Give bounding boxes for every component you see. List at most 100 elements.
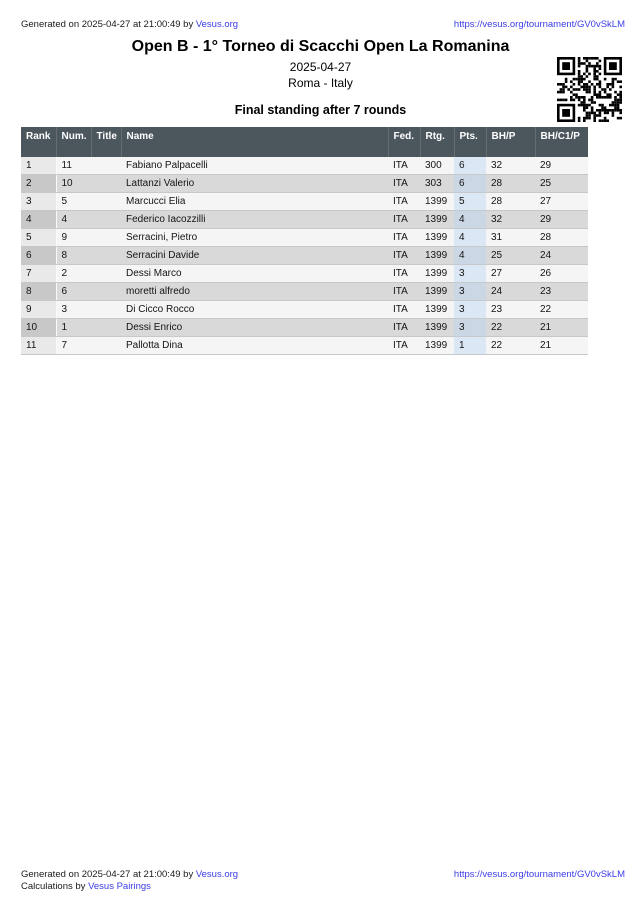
footer-vesus-org-link[interactable]: Vesus.org [195,869,239,880]
cell-rtg: 1399 [420,318,454,337]
cell-bhc1p: 29 [535,157,588,175]
cell-pts: 3 [454,318,486,337]
cell-rtg: 1399 [420,228,454,247]
cell-name: moretti alfredo [121,282,388,301]
cell-pts: 1 [454,336,486,355]
cell-name: Marcucci Elia [121,192,388,211]
cell-num: 2 [56,264,91,283]
col-header-title: Title [91,127,122,157]
table-row: 7 2 Dessi Marco ITA 1399 3 27 26 [21,264,588,283]
cell-rank: 1 [21,157,57,175]
cell-rtg: 1399 [420,210,454,229]
cell-bhp: 28 [486,192,535,211]
cell-pts: 4 [454,228,486,247]
cell-fed: ITA [388,336,420,355]
standings-header: Rank Num. Title Name Fed. Rtg. Pts. BH/P… [21,127,588,157]
cell-fed: ITA [388,228,420,247]
cell-rank: 6 [21,246,57,265]
cell-bhc1p: 27 [535,192,588,211]
cell-fed: ITA [388,174,420,193]
cell-title [91,228,121,247]
cell-num: 1 [56,318,91,337]
cell-rtg: 1399 [420,336,454,355]
cell-pts: 6 [454,174,486,193]
cell-bhp: 31 [486,228,535,247]
tournament-url-link[interactable]: https://vesus.org/tournament/GV0vSkLM [453,19,625,30]
cell-title [91,318,121,337]
cell-rtg: 300 [420,157,454,175]
cell-pts: 3 [454,300,486,319]
cell-num: 4 [56,210,91,229]
col-header-pts: Pts. [454,127,487,157]
cell-name: Federico Iacozzilli [121,210,388,229]
footer-generated-prefix: Generated on 2025-04-27 at 21:00:49 by [21,869,196,880]
cell-rank: 5 [21,228,57,247]
cell-num: 10 [56,174,91,193]
cell-pts: 4 [454,210,486,229]
cell-rank: 11 [21,336,57,355]
col-header-num: Num. [56,127,92,157]
cell-num: 8 [56,246,91,265]
standing-subtitle: Final standing after 7 rounds [234,103,407,117]
standings-table: Rank Num. Title Name Fed. Rtg. Pts. BH/P… [21,127,588,355]
cell-rtg: 1399 [420,282,454,301]
vesus-org-link[interactable]: Vesus.org [195,19,239,30]
cell-bhc1p: 21 [535,318,588,337]
cell-rank: 2 [21,174,57,193]
col-header-bhp: BH/P [486,127,536,157]
table-row: 10 1 Dessi Enrico ITA 1399 3 22 21 [21,318,588,337]
cell-name: Serracini, Pietro [121,228,388,247]
cell-name: Pallotta Dina [121,336,388,355]
footer-generated-text: Generated on 2025-04-27 at 21:00:49 by V… [21,869,238,880]
footer-calc-prefix: Calculations by [21,881,89,892]
footer-tournament-url-link[interactable]: https://vesus.org/tournament/GV0vSkLM [453,869,625,880]
table-row: 11 7 Pallotta Dina ITA 1399 1 22 21 [21,336,588,355]
col-header-bhc1p: BH/C1/P [540,131,580,142]
cell-name: Serracini Davide [121,246,388,265]
cell-title [91,300,121,319]
cell-fed: ITA [388,210,420,229]
col-header-name: Name [121,127,389,157]
tournament-location: Roma - Italy [288,76,353,90]
cell-num: 6 [56,282,91,301]
header-row: Rank Num. Title Name Fed. Rtg. Pts. BH/P… [21,127,588,157]
col-header-rtg: Rtg. [420,127,455,157]
standings-body: 1 11 Fabiano Palpacelli ITA 300 6 32 29 2 10 Latta… [21,157,588,355]
cell-title [91,264,121,283]
cell-name: Di Cicco Rocco [121,300,388,319]
generated-prefix: Generated on 2025-04-27 at 21:00:49 by [21,19,196,30]
page-title: Open B - 1° Torneo di Scacchi Open La Ro… [131,38,510,55]
cell-title [91,157,121,175]
cell-rtg: 303 [420,174,454,193]
cell-rank: 7 [21,264,57,283]
vesus-pairings-link[interactable]: Vesus Pairings [88,881,151,892]
cell-rtg: 1399 [420,264,454,283]
cell-bhp: 25 [486,246,535,265]
table-row: 9 3 Di Cicco Rocco ITA 1399 3 23 22 [21,300,588,319]
cell-bhc1p: 26 [535,264,588,283]
cell-pts: 4 [454,246,486,265]
cell-num: 9 [56,228,91,247]
cell-name: Lattanzi Valerio [121,174,388,193]
qr-code-icon [557,57,622,122]
table-row: 3 5 Marcucci Elia ITA 1399 5 28 27 [21,192,588,211]
cell-title [91,246,121,265]
table-row: 1 11 Fabiano Palpacelli ITA 300 6 32 29 [21,157,588,175]
col-header-rank: Rank [21,127,57,157]
footer: Generated on 2025-04-27 at 21:00:49 by V… [21,869,625,892]
cell-num: 7 [56,336,91,355]
cell-bhc1p: 24 [535,246,588,265]
generated-text: Generated on 2025-04-27 at 21:00:49 by V… [21,19,238,30]
cell-bhp: 27 [486,264,535,283]
table-row: 5 9 Serracini, Pietro ITA 1399 4 31 28 [21,228,588,247]
col-header-fed: Fed. [388,127,421,157]
cell-rank: 10 [21,318,57,337]
cell-name: Fabiano Palpacelli [121,157,388,175]
cell-bhc1p: 22 [535,300,588,319]
cell-pts: 5 [454,192,486,211]
tournament-date: 2025-04-27 [289,60,352,74]
cell-bhp: 32 [486,157,535,175]
cell-bhp: 28 [486,174,535,193]
cell-bhp: 32 [486,210,535,229]
cell-bhc1p: 28 [535,228,588,247]
